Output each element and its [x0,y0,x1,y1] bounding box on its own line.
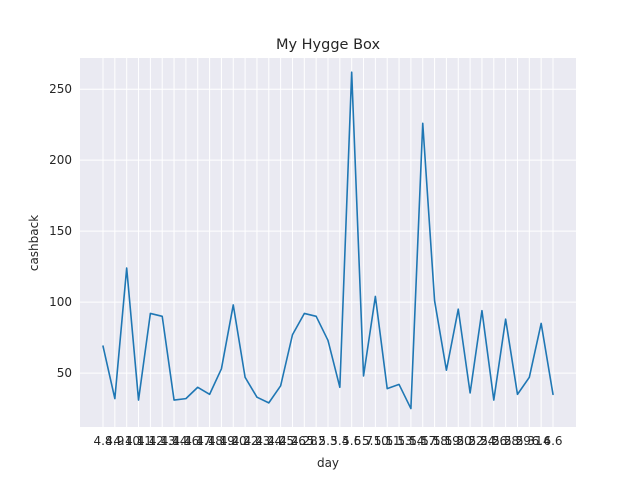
x-tick-label: 5.31 [516,434,543,448]
x-tick-label: 4.22 [232,434,259,448]
x-tick-label: 5.28 [492,434,519,448]
chart-title: My Hygge Box [276,37,380,53]
x-tick-label: 5.24 [469,434,496,448]
x-tick-label: 4.24 [255,434,282,448]
x-tick-label: 4.11 [125,434,152,448]
x-tick-label: 5.10 [362,434,389,448]
y-axis-label: cashback [27,215,41,271]
x-tick-label: 5.18 [421,434,448,448]
x-tick-label: 5.19 [433,434,460,448]
x-tick-label: 4.10 [113,434,140,448]
y-tick-label: 150 [49,224,72,238]
x-tick-label: 4.28 [291,434,318,448]
x-tick-label: 6.4 [532,434,551,448]
x-tick-label: 5.3 [318,434,337,448]
x-axis-ticks: 4.84.94.104.114.124.134.144.164.174.184.… [93,434,562,448]
x-tick-label: 5.20 [445,434,472,448]
y-tick-label: 250 [49,82,72,96]
x-tick-label: 4.26 [279,434,306,448]
x-tick-label: 5.13 [386,434,413,448]
x-tick-label: 4.18 [196,434,223,448]
x-tick-label: 4.9 [105,434,124,448]
x-tick-label: 4.17 [184,434,211,448]
x-tick-label: 4.13 [149,434,176,448]
x-tick-label: 5.11 [374,434,401,448]
series-line [102,71,554,410]
x-tick-label: 4.8 [93,434,112,448]
x-tick-label: 4.23 [244,434,271,448]
x-tick-label: 4.19 [208,434,235,448]
y-tick-label: 100 [49,295,72,309]
x-tick-label: 4.16 [173,434,200,448]
x-tick-label: 5.2 [307,434,326,448]
y-tick-label: 200 [49,153,72,167]
y-axis-ticks: 50 100 150 200 250 [49,82,72,380]
x-tick-label: 5.26 [480,434,507,448]
x-tick-label: 4.12 [137,434,164,448]
x-tick-label: 5.22 [457,434,484,448]
x-tick-label: 5.17 [409,434,436,448]
x-tick-label: 5.14 [398,434,425,448]
x-axis-label: day [317,456,339,470]
x-tick-label: 5.7 [354,434,373,448]
x-tick-label: 5.29 [504,434,531,448]
x-tick-label: 5.4 [330,434,349,448]
x-tick-label: 4.14 [161,434,188,448]
x-tick-label: 6.6 [543,434,562,448]
y-tick-label: 50 [57,366,72,380]
x-tick-label: 4.20 [220,434,247,448]
x-tick-label: 5.6 [342,434,361,448]
x-tick-label: 4.25 [267,434,294,448]
